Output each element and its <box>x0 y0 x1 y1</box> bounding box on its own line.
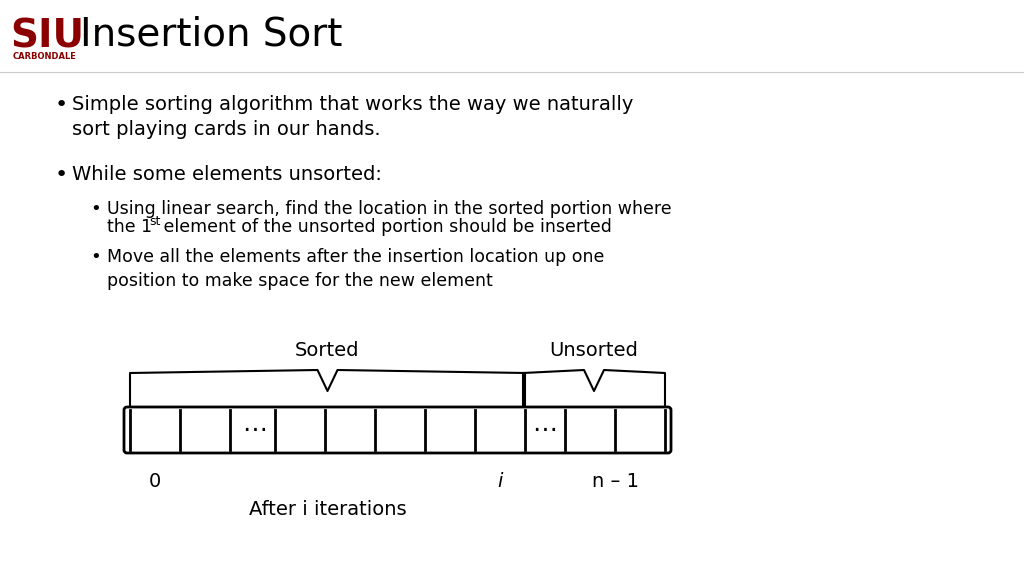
Text: the 1: the 1 <box>106 218 153 236</box>
Text: element of the unsorted portion should be inserted: element of the unsorted portion should b… <box>158 218 612 236</box>
Text: •: • <box>55 165 69 185</box>
Text: ⋯: ⋯ <box>532 418 557 442</box>
Text: 0: 0 <box>148 472 161 491</box>
Text: Move all the elements after the insertion location up one
position to make space: Move all the elements after the insertio… <box>106 248 604 290</box>
Text: Using linear search, find the location in the sorted portion where: Using linear search, find the location i… <box>106 200 672 218</box>
Text: •: • <box>90 248 100 266</box>
Text: SIU: SIU <box>10 18 84 56</box>
Text: Unsorted: Unsorted <box>550 341 638 360</box>
Text: ⋯: ⋯ <box>243 418 267 442</box>
Text: CARBONDALE: CARBONDALE <box>13 52 77 61</box>
Text: n – 1: n – 1 <box>592 472 639 491</box>
FancyBboxPatch shape <box>124 407 671 453</box>
Text: After i iterations: After i iterations <box>249 500 407 519</box>
Text: Insertion Sort: Insertion Sort <box>80 15 342 53</box>
Text: st: st <box>150 215 161 228</box>
Text: While some elements unsorted:: While some elements unsorted: <box>72 165 382 184</box>
Text: Sorted: Sorted <box>295 341 359 360</box>
Text: Simple sorting algorithm that works the way we naturally
sort playing cards in o: Simple sorting algorithm that works the … <box>72 95 634 139</box>
Text: •: • <box>90 200 100 218</box>
Text: •: • <box>55 95 69 115</box>
Text: i: i <box>498 472 503 491</box>
